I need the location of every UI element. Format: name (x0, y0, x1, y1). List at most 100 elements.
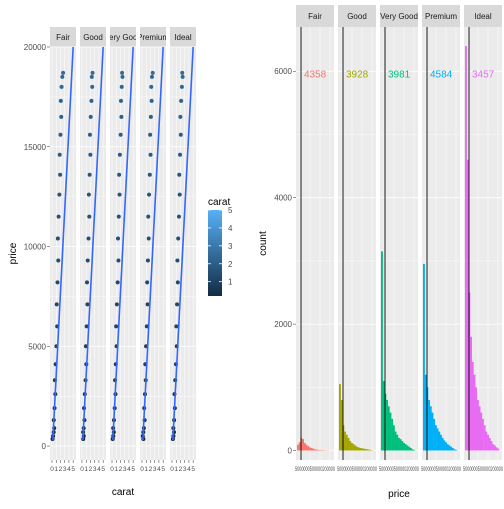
median-value-label: 3457 (472, 69, 495, 80)
histogram-bar (395, 432, 397, 451)
scatter-point (90, 75, 94, 79)
histogram-bar (302, 439, 304, 450)
scatter-point (120, 85, 124, 89)
histogram-bar (480, 413, 482, 451)
scatter-point (115, 302, 119, 306)
scatter-point (85, 280, 89, 284)
scatter-point (178, 193, 182, 197)
histogram-bar (497, 449, 499, 451)
histogram-bar (349, 441, 351, 450)
histogram-bar (312, 449, 314, 451)
legend-tick-label: 5 (228, 206, 233, 215)
facet-label-fair: Fair (56, 33, 70, 42)
median-value-label: 4584 (430, 69, 453, 80)
x-tick-label-price: 5000000500000200000 (421, 466, 461, 473)
y-tick-label-price: 10000 (24, 243, 47, 252)
scatter-point (147, 237, 151, 241)
y-axis-title-price: price (8, 242, 19, 264)
histogram-bar (492, 444, 494, 450)
scatter-point (178, 153, 182, 157)
histogram-bar (339, 384, 341, 450)
histogram-bar (484, 425, 486, 450)
histogram-bar (307, 446, 309, 450)
histogram-bar (491, 441, 493, 450)
scatter-point (148, 133, 152, 137)
scatter-point (149, 153, 153, 157)
scatter-point (180, 71, 184, 75)
scatter-point (60, 85, 64, 89)
facet-panel (296, 27, 334, 460)
histogram-bar (423, 264, 425, 450)
x-tick-label-carat: 5 (131, 466, 135, 473)
scatter-point (179, 99, 183, 103)
x-tick-label-price: 5000000500000200000 (463, 466, 503, 473)
histogram-bar (472, 362, 474, 450)
histogram-bar (435, 425, 437, 450)
scatter-point (117, 215, 121, 219)
facet-panel (338, 27, 376, 460)
histogram-bar (386, 400, 388, 451)
y-tick-label-price: 20000 (24, 43, 47, 52)
scatter-point (89, 99, 93, 103)
scatter-point (118, 193, 122, 197)
histogram-bar (316, 450, 318, 451)
x-tick-label-price: 5000000500000200000 (379, 466, 419, 473)
histogram-bar (425, 375, 427, 451)
y-tick-label-count: 0 (288, 447, 293, 456)
x-tick-label-price: 5000000500000200000 (295, 466, 335, 473)
histogram-bar (398, 438, 400, 451)
histogram-bar (361, 448, 363, 450)
histogram-bar (391, 419, 393, 451)
histogram-bar (440, 435, 442, 451)
facet-label-very-good: Very Good (104, 33, 142, 42)
histogram-bar (487, 435, 489, 451)
scatter-point (116, 237, 120, 241)
scatter-point (175, 258, 179, 262)
histogram-bar (299, 442, 301, 450)
histogram-bar (304, 443, 306, 451)
histogram-bar (344, 432, 346, 451)
histogram-bar (383, 381, 385, 451)
histogram-bar (494, 445, 496, 450)
histogram-bar (454, 449, 456, 450)
legend-tick-label: 2 (228, 260, 233, 269)
histogram-bar (442, 438, 444, 451)
histogram-bar (400, 439, 402, 450)
facet-label-ideal: Ideal (474, 12, 492, 21)
x-tick-label-carat: 5 (71, 466, 75, 473)
scatter-point (119, 133, 123, 137)
scatter-point (88, 153, 92, 157)
scatter-point (149, 85, 153, 89)
scatter-point (58, 173, 62, 177)
histogram-bar (438, 432, 440, 451)
histogram-bar (359, 448, 361, 451)
scatter-point (119, 99, 123, 103)
histogram-bar (412, 449, 414, 450)
scatter-point (87, 193, 91, 197)
histogram-bar (413, 450, 415, 451)
facet-label-ideal: Ideal (174, 33, 192, 42)
scatter-point (147, 193, 151, 197)
histogram-bar (309, 447, 311, 450)
y-axis-title-count: count (258, 231, 269, 256)
scatter-point (90, 85, 94, 89)
histogram-bar (365, 449, 367, 451)
scatter-point (145, 280, 149, 284)
histogram-bar (430, 406, 432, 450)
median-value-label: 3981 (388, 69, 411, 80)
scatter-point (150, 75, 154, 79)
histogram-bar (381, 251, 383, 450)
scatter-point (117, 173, 121, 177)
histogram-bar (485, 432, 487, 451)
scatter-point (119, 115, 123, 119)
scatter-point (60, 75, 64, 79)
histogram-bar (477, 400, 479, 451)
histogram-bar (346, 435, 348, 451)
histogram-bar (353, 444, 355, 450)
histogram-bar (474, 375, 476, 451)
y-tick-label-count: 2000 (274, 320, 292, 329)
y-tick-label-price: 15000 (24, 143, 47, 152)
histogram-bar (356, 447, 358, 451)
